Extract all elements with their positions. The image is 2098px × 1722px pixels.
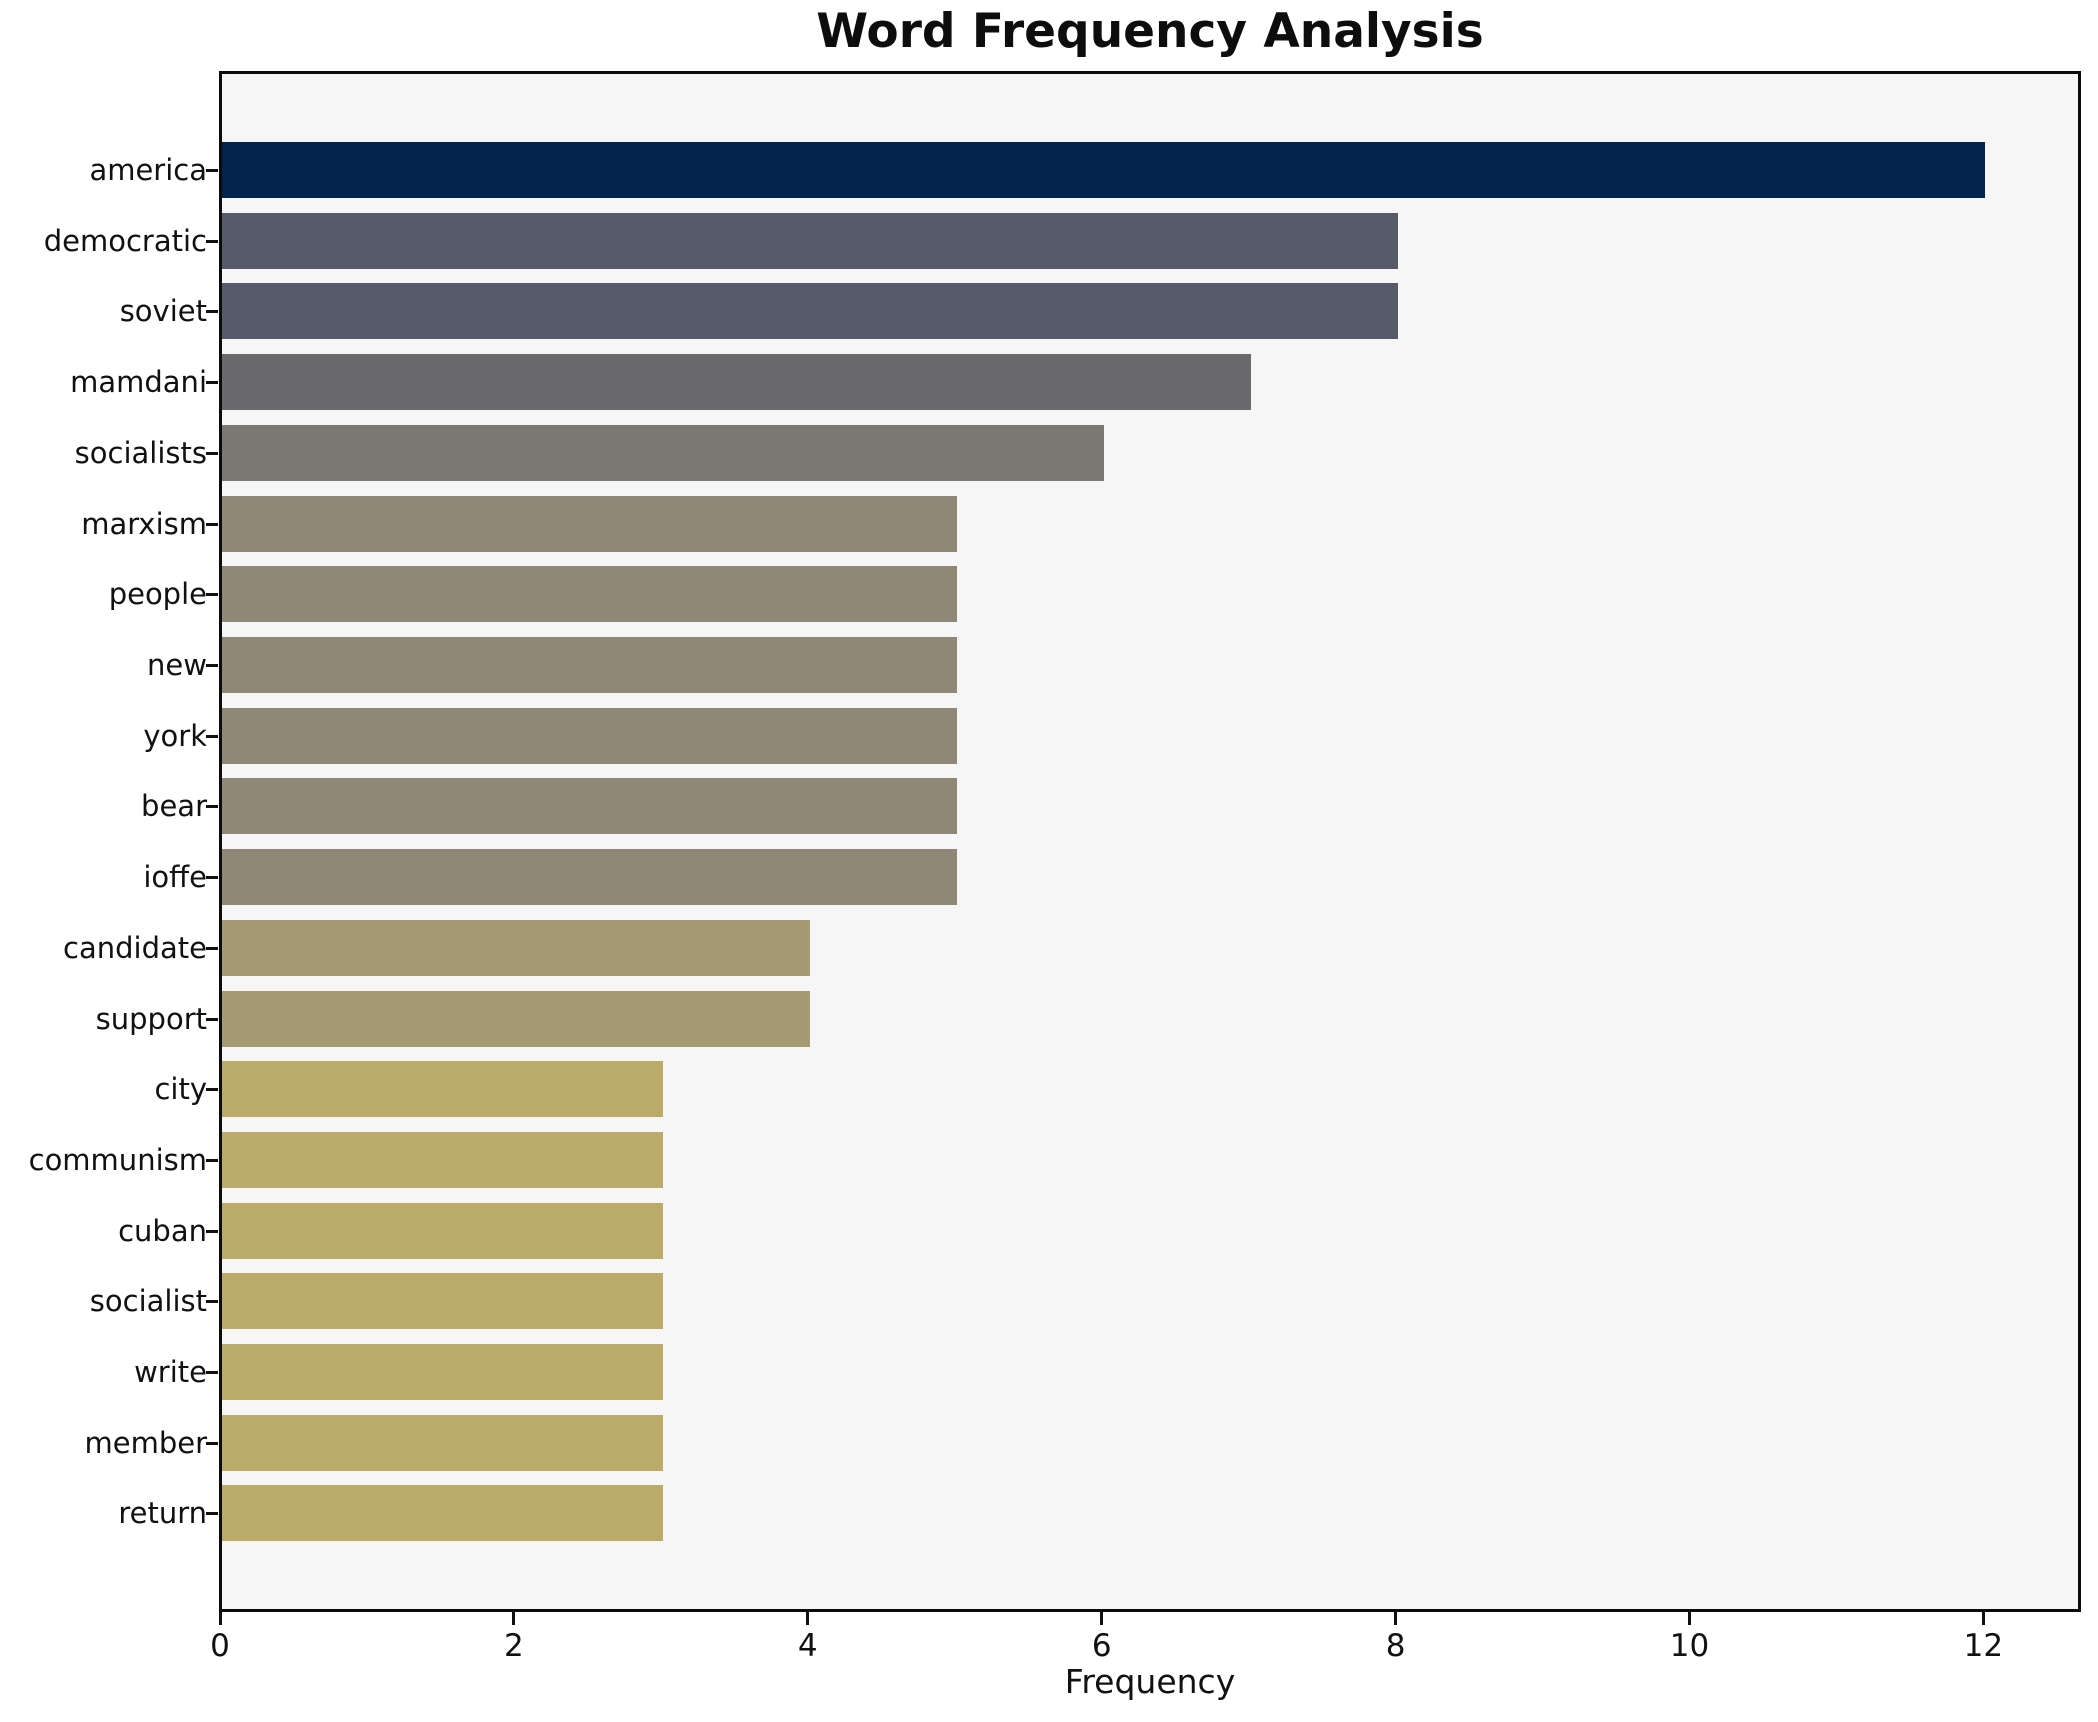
y-tick-mark [206, 734, 218, 738]
bar-return [222, 1485, 663, 1542]
x-tick-mark [512, 1612, 516, 1625]
y-axis-label-ioffe: ioffe [143, 860, 207, 895]
x-tick-label-6: 6 [1091, 1628, 1112, 1664]
y-tick-mark [206, 1512, 218, 1516]
y-tick-mark [206, 310, 218, 314]
y-axis-label-york: york [143, 718, 207, 753]
y-tick-mark [206, 663, 218, 667]
y-axis-label-candidate: candidate [63, 930, 207, 965]
y-tick-mark [206, 946, 218, 950]
y-tick-mark [206, 593, 218, 597]
x-tick-mark [218, 1612, 222, 1625]
bar-communism [222, 1131, 663, 1188]
x-tick-mark [806, 1612, 810, 1625]
y-tick-mark [206, 522, 218, 526]
bar-york [222, 707, 957, 764]
y-axis-label-communism: communism [28, 1142, 207, 1177]
y-axis-label-mamdani: mamdani [70, 365, 207, 400]
bar-cuban [222, 1202, 663, 1259]
x-tick-mark [1981, 1612, 1985, 1625]
x-tick-label-8: 8 [1385, 1628, 1406, 1664]
y-axis-label-soviet: soviet [119, 294, 207, 329]
y-axis-label-america: america [89, 153, 207, 187]
y-tick-mark [206, 1229, 218, 1233]
bar-ioffe [222, 849, 957, 906]
y-axis-label-write: write [134, 1355, 207, 1390]
bar-marxism [222, 495, 957, 552]
chart-title: Word Frequency Analysis [816, 4, 1484, 59]
x-tick-label-0: 0 [210, 1628, 230, 1664]
y-axis-label-bear: bear [141, 789, 207, 824]
y-tick-mark [206, 451, 218, 455]
y-tick-mark [206, 876, 218, 880]
bar-people [222, 566, 957, 623]
y-axis-label-return: return [118, 1496, 207, 1531]
x-tick-label-4: 4 [797, 1628, 818, 1664]
y-tick-mark [206, 805, 218, 809]
x-tick-mark [1100, 1612, 1104, 1625]
bar-soviet [222, 283, 1398, 340]
y-tick-mark [206, 169, 218, 172]
y-axis-label-cuban: cuban [118, 1213, 207, 1248]
y-tick-mark [206, 239, 218, 243]
y-tick-mark [206, 1300, 218, 1304]
x-tick-label-10: 10 [1669, 1628, 1710, 1664]
bar-america [222, 142, 1986, 198]
bar-write [222, 1344, 663, 1401]
y-axis-label-socialist: socialist [89, 1284, 207, 1319]
y-tick-mark [206, 1088, 218, 1092]
x-tick-mark [1394, 1612, 1398, 1625]
bar-democratic [222, 212, 1398, 269]
y-axis-label-member: member [84, 1425, 207, 1460]
bar-support [222, 990, 810, 1047]
y-axis-label-city: city [154, 1072, 207, 1107]
y-axis-label-marxism: marxism [81, 506, 207, 541]
x-tick-label-2: 2 [504, 1628, 524, 1664]
y-axis-label-support: support [95, 1001, 207, 1036]
y-axis-label-democratic: democratic [43, 223, 207, 258]
y-axis-label-socialists: socialists [74, 435, 207, 470]
y-tick-mark [206, 1371, 218, 1375]
x-tick-mark [1688, 1612, 1692, 1625]
y-axis-label-new: new [147, 647, 207, 682]
bar-candidate [222, 919, 810, 976]
y-tick-mark [206, 1158, 218, 1162]
y-axis-label-people: people [108, 577, 207, 612]
bar-socialist [222, 1273, 663, 1330]
y-tick-mark [206, 1441, 218, 1445]
bar-mamdani [222, 354, 1251, 411]
bar-city [222, 1061, 663, 1118]
bar-socialists [222, 424, 1104, 481]
plot-area [219, 71, 2081, 1612]
bar-new [222, 636, 957, 693]
x-tick-label-12: 12 [1963, 1628, 2004, 1664]
bar-member [222, 1414, 663, 1471]
y-tick-mark [206, 381, 218, 385]
y-tick-mark [206, 1017, 218, 1021]
x-axis-title: Frequency [1064, 1662, 1236, 1701]
bar-bear [222, 778, 957, 835]
